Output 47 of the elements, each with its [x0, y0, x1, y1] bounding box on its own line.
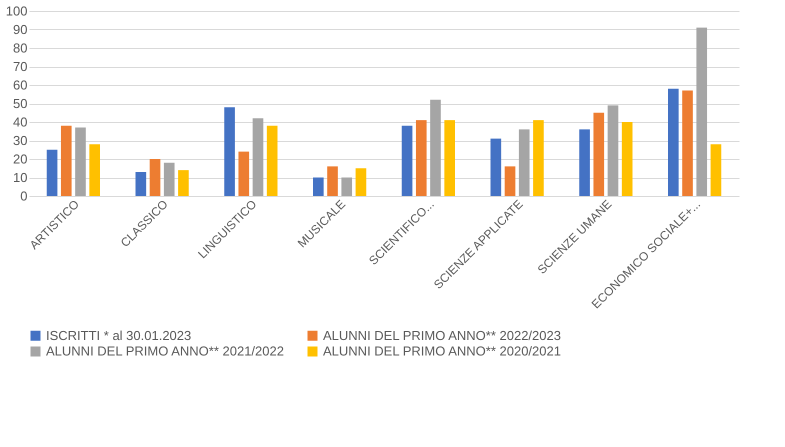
y-tick-label: 10 — [13, 170, 28, 185]
y-tick-label: 70 — [13, 59, 28, 74]
bar — [696, 28, 708, 196]
bar — [444, 120, 455, 196]
y-tick-label: 60 — [13, 78, 28, 92]
bar — [89, 144, 100, 196]
bar — [402, 126, 412, 196]
bar — [622, 122, 632, 196]
bar — [313, 178, 324, 196]
legend-label: ALUNNI DEL PRIMO ANNO** 2022/2023 — [323, 328, 561, 343]
bar — [533, 120, 544, 196]
bar — [490, 138, 502, 196]
bar — [608, 105, 618, 196]
bar — [224, 107, 235, 196]
bar — [710, 144, 722, 196]
y-tick-label: 40 — [13, 114, 28, 130]
bar — [579, 129, 590, 196]
bar — [518, 129, 530, 196]
bar — [668, 88, 679, 196]
bar — [341, 178, 352, 196]
y-tick-label: 30 — [13, 133, 28, 148]
legend-label: ALUNNI DEL PRIMO ANNO** 2021/2022 — [46, 344, 284, 358]
bar — [164, 162, 175, 196]
bar — [682, 90, 693, 196]
y-tick-label: 50 — [13, 96, 28, 111]
y-tick-label: 20 — [13, 152, 28, 166]
bar — [60, 126, 72, 196]
y-tick-label: 90 — [13, 22, 28, 37]
legend-label: ALUNNI DEL PRIMO ANNO** 2020/2021 — [323, 344, 561, 358]
y-tick-label: 100 — [6, 4, 28, 18]
bar — [356, 168, 366, 196]
bar — [430, 100, 441, 196]
bar — [416, 120, 427, 196]
bar — [75, 128, 86, 196]
y-tick-label: 80 — [13, 40, 28, 56]
bar — [238, 152, 250, 196]
bar — [327, 166, 338, 196]
bar — [593, 112, 604, 196]
bar — [178, 170, 189, 196]
bar — [266, 126, 278, 196]
legend-label: ISCRITTI * al 30.01.2023 — [46, 328, 192, 343]
bar — [504, 166, 516, 196]
bar — [136, 172, 146, 196]
bar — [150, 159, 160, 196]
bar — [252, 118, 264, 196]
bar — [46, 150, 58, 196]
y-tick-label: 0 — [20, 188, 28, 204]
